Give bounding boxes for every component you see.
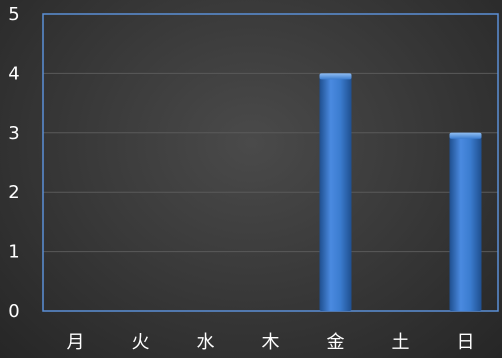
x-tick-label: 金: [327, 332, 345, 353]
gridlines: [43, 72, 498, 253]
x-tick-label: 火: [132, 332, 150, 353]
y-tick-label: 0: [8, 301, 19, 322]
plot-area-frame: [42, 13, 499, 312]
x-tick-label: 月: [67, 332, 85, 353]
x-tick-label: 水: [197, 332, 215, 353]
bar-cap: [449, 132, 482, 139]
y-axis-tick-labels: 0 1 2 3 4 5: [8, 4, 19, 322]
bar-body: [319, 73, 352, 312]
bar-日: [449, 132, 482, 311]
x-tick-label: 日: [457, 332, 475, 353]
bar-body: [449, 132, 482, 311]
x-tick-label: 土: [392, 332, 410, 353]
y-tick-label: 3: [8, 123, 19, 144]
bar-金: [319, 73, 352, 312]
x-tick-label: 木: [262, 332, 280, 353]
y-tick-label: 5: [8, 4, 19, 25]
y-tick-label: 1: [8, 242, 19, 263]
y-tick-label: 2: [8, 182, 19, 203]
bars: [319, 73, 482, 312]
plot-border: [42, 13, 499, 312]
bar-cap: [319, 73, 352, 80]
x-axis-tick-labels: 月火水木金土日: [67, 332, 475, 353]
y-tick-label: 4: [8, 63, 19, 84]
